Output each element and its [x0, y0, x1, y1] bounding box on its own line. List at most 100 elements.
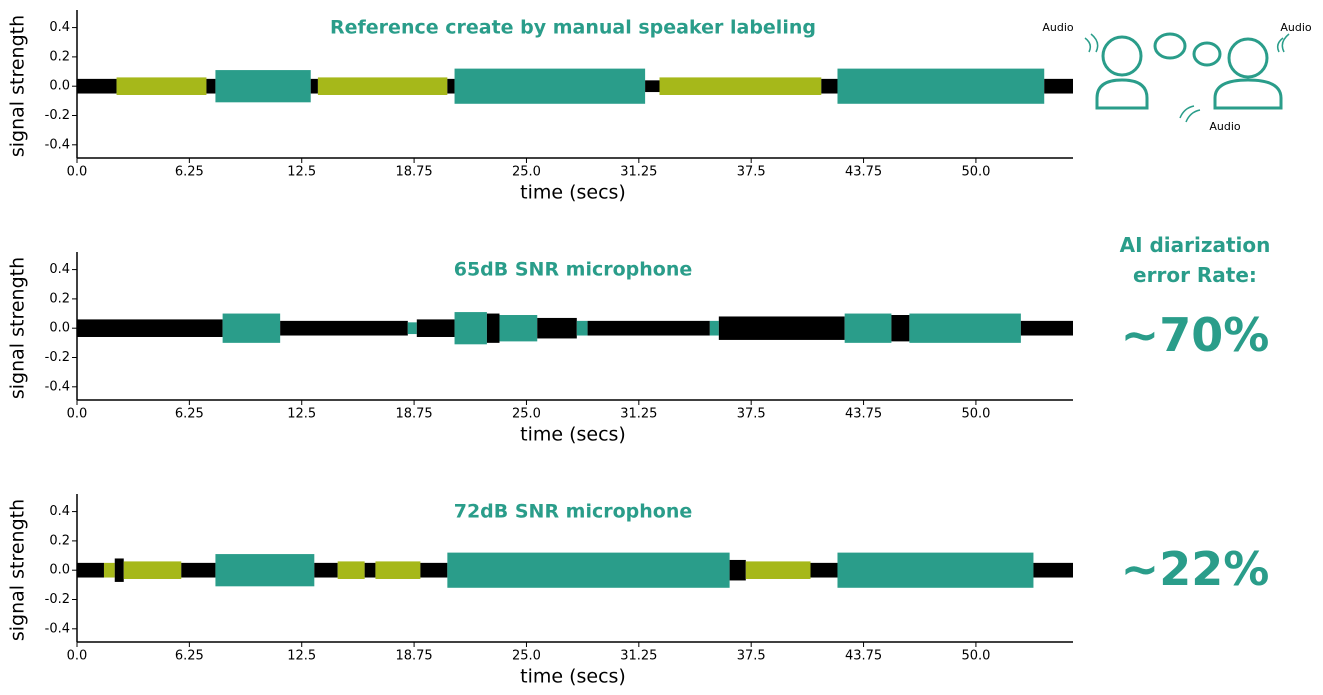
waveform-segment: [317, 77, 448, 95]
y-tick-label: -0.4: [45, 379, 70, 394]
x-tick-label: 12.5: [287, 407, 316, 422]
waveform-segment: [314, 562, 338, 578]
waveform-segment: [123, 561, 182, 579]
x-tick-label: 18.75: [395, 407, 432, 422]
waveform-segment: [1020, 320, 1073, 336]
chart-title: 65dB SNR microphone: [454, 259, 693, 281]
icon-label: Audio: [1280, 21, 1312, 34]
y-tick-label: 0.0: [49, 79, 70, 94]
waveform-segment: [222, 313, 281, 343]
x-tick-label: 6.25: [175, 407, 204, 422]
y-axis-label: signal strength: [7, 257, 29, 399]
x-tick-label: 18.75: [395, 165, 432, 180]
y-tick-label: 0.0: [49, 563, 70, 578]
y-tick-label: 0.4: [49, 262, 70, 277]
x-tick-label: 31.25: [620, 407, 657, 422]
waveform-segment: [709, 320, 719, 336]
waveform-segment: [745, 561, 811, 579]
y-tick-label: 0.2: [49, 291, 70, 306]
waveform-segment: [77, 78, 117, 94]
y-tick-label: 0.2: [49, 533, 70, 548]
x-tick-label: 50.0: [961, 165, 990, 180]
waveform-segment: [837, 68, 1045, 104]
x-tick-label: 43.75: [845, 407, 882, 422]
x-tick-label: 50.0: [961, 407, 990, 422]
x-axis-label: time (secs): [520, 182, 626, 204]
x-tick-label: 37.5: [737, 165, 766, 180]
x-tick-label: 0.0: [67, 649, 88, 664]
y-tick-label: -0.2: [45, 592, 70, 607]
waveform-segment: [1033, 562, 1073, 578]
waveform-segment: [891, 315, 910, 342]
waveform-segment: [909, 313, 1021, 343]
waveform-segment: [486, 313, 500, 343]
waveform-segment: [407, 322, 417, 335]
x-tick-label: 31.25: [620, 165, 657, 180]
waveform-segment: [447, 78, 455, 94]
error-rate: ~70%: [1120, 308, 1270, 362]
waveform-segment: [114, 558, 124, 582]
y-tick-label: -0.2: [45, 108, 70, 123]
x-axis-label: time (secs): [520, 666, 626, 688]
waveform-segment: [364, 562, 376, 578]
waveform-segment: [810, 562, 838, 578]
waveform-segment: [645, 80, 660, 93]
waveform-segment: [77, 562, 104, 578]
x-tick-label: 50.0: [961, 649, 990, 664]
x-tick-label: 0.0: [67, 407, 88, 422]
waveform-segment: [499, 315, 538, 342]
waveform-segment: [375, 561, 421, 579]
waveform-segment: [280, 320, 408, 336]
x-tick-label: 43.75: [845, 649, 882, 664]
waveform-segment: [215, 70, 311, 103]
y-axis-label: signal strength: [7, 15, 29, 157]
waveform-segment: [116, 77, 207, 95]
waveform-segment: [310, 78, 318, 94]
waveform-segment: [821, 78, 838, 94]
waveform-segment: [337, 561, 365, 579]
x-tick-label: 12.5: [287, 649, 316, 664]
waveform-segment: [206, 78, 216, 94]
x-tick-label: 43.75: [845, 165, 882, 180]
waveform-segment: [659, 77, 822, 95]
x-tick-label: 18.75: [395, 649, 432, 664]
waveform-segment: [454, 68, 646, 104]
y-tick-label: 0.4: [49, 504, 70, 519]
x-tick-label: 6.25: [175, 165, 204, 180]
waveform-segment: [103, 562, 115, 578]
waveform-segment: [537, 317, 577, 339]
x-tick-label: 25.0: [512, 407, 541, 422]
y-tick-label: -0.4: [45, 621, 70, 636]
x-tick-label: 0.0: [67, 165, 88, 180]
y-tick-label: -0.4: [45, 137, 70, 152]
speaker-icon: [1084, 32, 1290, 123]
y-tick-label: 0.2: [49, 49, 70, 64]
x-axis-label: time (secs): [520, 424, 626, 446]
waveform-segment: [844, 313, 892, 343]
waveform-segment: [837, 552, 1034, 588]
icon-label: Audio: [1042, 21, 1074, 34]
waveform-segment: [729, 559, 746, 581]
y-tick-label: 0.4: [49, 20, 70, 35]
x-tick-label: 37.5: [737, 407, 766, 422]
waveform-segment: [420, 562, 448, 578]
y-axis-label: signal strength: [7, 499, 29, 641]
y-tick-label: 0.0: [49, 321, 70, 336]
y-tick-label: -0.2: [45, 350, 70, 365]
x-tick-label: 25.0: [512, 649, 541, 664]
waveform-segment: [718, 316, 845, 340]
waveform-segment: [447, 552, 730, 588]
waveform-segment: [1044, 78, 1073, 94]
x-tick-label: 12.5: [287, 165, 316, 180]
error-rate: ~22%: [1120, 542, 1270, 596]
chart-title: Reference create by manual speaker label…: [330, 17, 816, 39]
waveform-segment: [181, 562, 216, 578]
waveform-segment: [576, 320, 588, 336]
error-rate-heading: AI diarization error Rate:: [1119, 233, 1271, 287]
waveform-segment: [77, 319, 223, 337]
chart-title: 72dB SNR microphone: [454, 501, 693, 523]
waveform-segment: [215, 554, 315, 587]
waveform-segment: [587, 320, 710, 336]
